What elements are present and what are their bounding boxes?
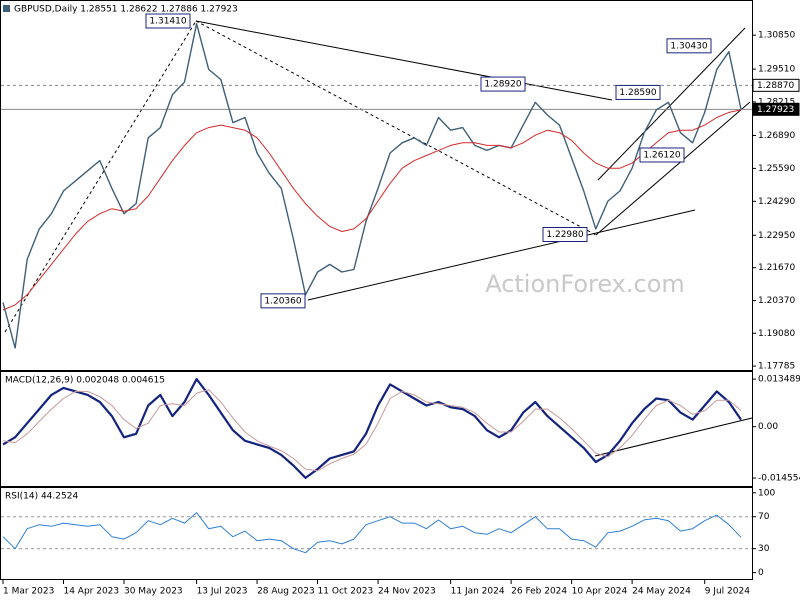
y-tick-label: 1.20370 (758, 296, 795, 306)
price-label-box (752, 102, 800, 116)
y-tick-label: 70 (758, 512, 770, 522)
x-tick-label: 30 May 2023 (124, 587, 183, 597)
rsi-panel (0, 487, 753, 580)
y-tick-label: 1.29510 (758, 65, 795, 75)
annotation-box (666, 38, 712, 54)
annotation: 1.26120 (643, 150, 680, 160)
series-line (2, 23, 742, 349)
annotation: 1.28920 (484, 80, 521, 90)
chart-title: GBPUSD,Daily 1.28551 1.28622 1.27886 1.2… (14, 5, 238, 15)
trend-line (195, 20, 613, 101)
macd-title: MACD(12,26,9) 0.002048 0.004615 (5, 376, 165, 386)
y-tick-label: 0.013489 (758, 375, 800, 385)
series-line (2, 109, 742, 311)
trend-line (4, 20, 197, 333)
annotation-box (145, 13, 191, 29)
y-tick-label: 1.24290 (758, 197, 795, 207)
price-label: 1.27923 (757, 105, 794, 115)
series-line (2, 389, 742, 472)
x-tick-label: 28 Aug 2023 (257, 587, 315, 597)
macd-panel (0, 371, 753, 487)
annotation-box (542, 227, 588, 243)
x-tick-label: 11 Oct 2023 (318, 587, 374, 597)
trend-line (307, 209, 696, 301)
y-tick-label: 1.28215 (758, 97, 795, 107)
price-panel (0, 0, 753, 371)
symbol-icon (3, 5, 10, 12)
series-line (2, 512, 742, 554)
x-tick-label: 10 Apr 2024 (572, 587, 628, 597)
y-tick-label: -0.014554 (758, 474, 800, 484)
channel-line (597, 27, 746, 181)
x-tick-label: 26 Feb 2024 (511, 587, 567, 597)
annotation-box (615, 84, 661, 100)
y-tick-label: 1.26890 (758, 131, 795, 141)
y-tick-label: 1.25590 (758, 164, 795, 174)
annotation: 1.30430 (670, 41, 707, 51)
annotation-box (260, 293, 306, 309)
macd-trend-line (594, 417, 753, 457)
annotation: 1.31410 (149, 17, 186, 27)
y-tick-label: 0 (758, 568, 764, 578)
annotation-box (639, 147, 685, 163)
annotation: 1.22980 (546, 230, 583, 240)
y-tick-label: 1.19080 (758, 329, 795, 339)
x-tick-label: 24 May 2024 (632, 587, 691, 597)
y-tick-label: 30 (758, 544, 770, 554)
x-tick-label: 24 Nov 2023 (378, 587, 436, 597)
x-tick-label: 11 Jan 2024 (451, 587, 505, 597)
annotation: 1.28590 (619, 88, 656, 98)
y-tick-label: 1.30850 (758, 31, 795, 41)
trend-line (195, 20, 597, 236)
price-label-box (752, 78, 800, 92)
x-tick-label: 14 Apr 2023 (63, 587, 119, 597)
y-tick-label: 1.22950 (758, 231, 795, 241)
x-tick-label: 9 Jul 2024 (705, 587, 750, 597)
y-tick-label: 100 (758, 488, 775, 498)
rsi-title: RSI(14) 44.2524 (5, 492, 78, 502)
watermark: ActionForex.com (485, 270, 685, 298)
annotation-box (480, 76, 526, 92)
trend-lines (4, 20, 753, 457)
y-tick-label: 1.21670 (758, 263, 795, 273)
x-tick-label: 1 Mar 2023 (3, 587, 54, 597)
price-label: 1.28870 (757, 81, 794, 91)
y-tick-label: 1.17785 (758, 362, 795, 372)
channel-line (595, 101, 751, 236)
y-tick-label: 0.00 (758, 422, 778, 432)
x-tick-label: 13 Jul 2023 (197, 587, 248, 597)
series-line (2, 378, 742, 479)
annotation: 1.20360 (264, 296, 301, 306)
